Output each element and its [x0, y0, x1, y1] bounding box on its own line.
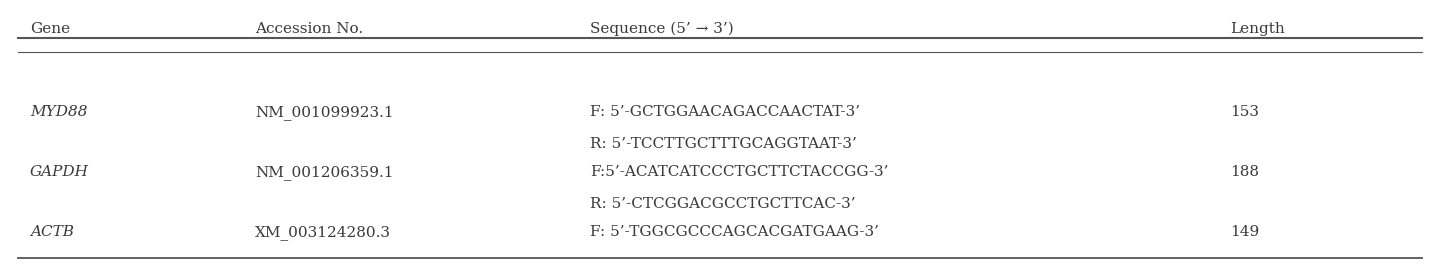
Text: Sequence (5’ → 3’): Sequence (5’ → 3’) — [590, 22, 734, 36]
Text: ACTB: ACTB — [30, 225, 73, 239]
Text: GAPDH: GAPDH — [30, 165, 89, 179]
Text: F: 5’-TGGCGCCCAGCACGATGAAG-3’: F: 5’-TGGCGCCCAGCACGATGAAG-3’ — [590, 225, 878, 239]
Text: XM_003124280.3: XM_003124280.3 — [255, 225, 392, 240]
Text: MYD88: MYD88 — [30, 105, 88, 119]
Text: Accession No.: Accession No. — [255, 22, 363, 36]
Text: R: 5’-TCCTTGCTTTGCAGGTAAT-3’: R: 5’-TCCTTGCTTTGCAGGTAAT-3’ — [590, 137, 857, 151]
Text: Length: Length — [1230, 22, 1284, 36]
Text: F:5’-ACATCATCCCTGCTTCTACCGG-3’: F:5’-ACATCATCCCTGCTTCTACCGG-3’ — [590, 165, 888, 179]
Text: NM_001099923.1: NM_001099923.1 — [255, 105, 393, 120]
Text: 149: 149 — [1230, 225, 1259, 239]
Text: 188: 188 — [1230, 165, 1259, 179]
Text: 153: 153 — [1230, 105, 1259, 119]
Text: F: 5’-GCTGGAACAGACCAACTAT-3’: F: 5’-GCTGGAACAGACCAACTAT-3’ — [590, 105, 860, 119]
Text: Gene: Gene — [30, 22, 71, 36]
Text: R: 5’-CTCGGACGCCTGCTTCAC-3’: R: 5’-CTCGGACGCCTGCTTCAC-3’ — [590, 197, 855, 211]
Text: NM_001206359.1: NM_001206359.1 — [255, 165, 393, 180]
